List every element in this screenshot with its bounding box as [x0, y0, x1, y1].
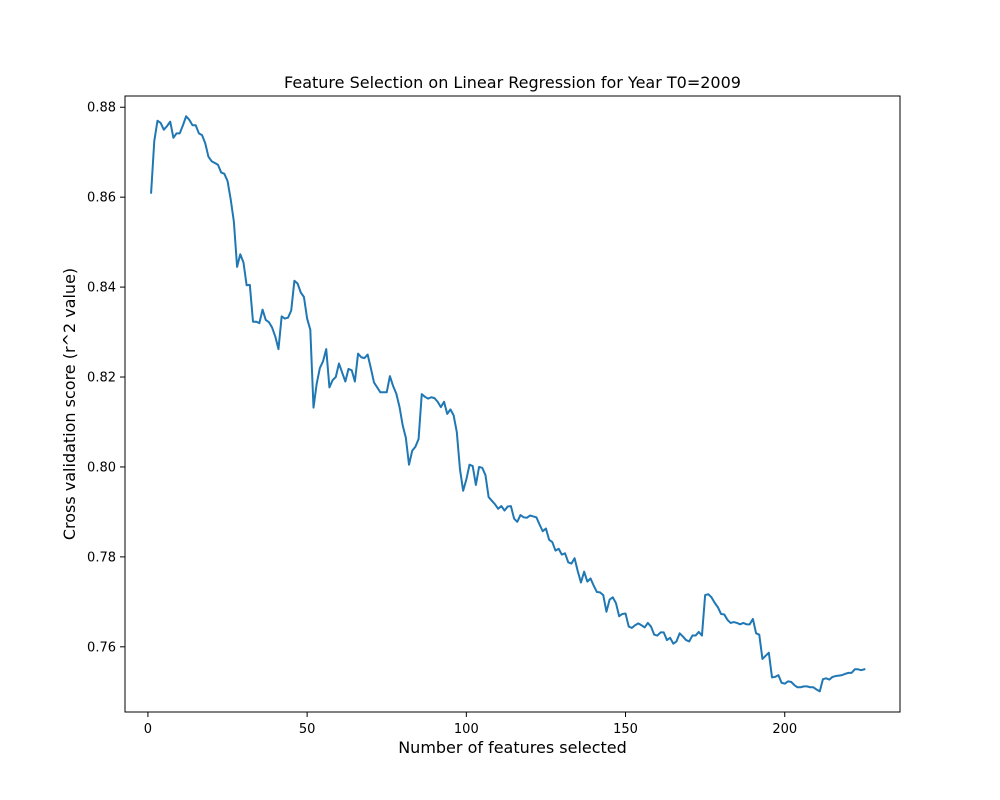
- y-tick-label: 0.76: [87, 640, 116, 655]
- y-tick-label: 0.88: [87, 101, 116, 116]
- x-tick-label: 150: [613, 722, 638, 737]
- x-tick-label: 100: [454, 722, 479, 737]
- y-axis: 0.76 0.78 0.80 0.82 0.84 0.86 0.88: [87, 101, 125, 655]
- series-line: [150, 115, 866, 693]
- y-tick-label: 0.84: [87, 281, 116, 296]
- y-tick-label: 0.82: [87, 371, 116, 386]
- x-tick-label: 50: [299, 722, 316, 737]
- x-tick-label: 200: [772, 722, 797, 737]
- y-tick-label: 0.86: [87, 191, 116, 206]
- x-tick-label: 0: [144, 722, 152, 737]
- chart-title: Feature Selection on Linear Regression f…: [284, 73, 741, 92]
- y-axis-label: Cross validation score (r^2 value): [60, 268, 79, 540]
- y-tick-label: 0.78: [87, 550, 116, 565]
- x-axis-label: Number of features selected: [398, 738, 627, 757]
- x-axis: 0 50 100 150 200: [144, 712, 797, 737]
- plot-area: [124, 95, 901, 713]
- plot-frame: [124, 95, 901, 713]
- y-tick-label: 0.80: [87, 460, 116, 475]
